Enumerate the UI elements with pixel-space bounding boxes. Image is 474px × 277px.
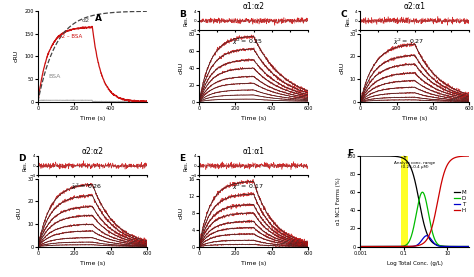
M xyxy=(442,245,448,248)
Text: $\bar{\chi}^2$ = 0.25: $\bar{\chi}^2$ = 0.25 xyxy=(232,37,263,47)
D xyxy=(401,244,407,248)
T xyxy=(466,245,472,248)
M xyxy=(445,245,450,248)
T xyxy=(445,245,450,248)
T xyxy=(443,245,448,248)
H xyxy=(405,245,411,248)
Line: D: D xyxy=(360,192,469,247)
Text: Analyte conc. range
(0.25-0.4 μM): Analyte conc. range (0.25-0.4 μM) xyxy=(394,156,435,169)
D xyxy=(357,245,363,248)
Text: $\bar{\chi}^2$ = 0.17: $\bar{\chi}^2$ = 0.17 xyxy=(232,181,264,192)
M xyxy=(405,161,411,165)
D xyxy=(405,241,411,245)
Y-axis label: Res.: Res. xyxy=(23,161,28,171)
Line: M: M xyxy=(360,156,469,247)
Y-axis label: cRU: cRU xyxy=(178,62,183,74)
X-axis label: Time (s): Time (s) xyxy=(402,116,428,121)
Line: T: T xyxy=(360,236,469,247)
Line: H: H xyxy=(360,156,469,247)
H xyxy=(442,168,448,171)
X-axis label: Time (s): Time (s) xyxy=(241,116,266,121)
Text: α2: α2 xyxy=(82,18,90,23)
D xyxy=(466,245,472,248)
Y-axis label: α1 NC1 Forms (%): α1 NC1 Forms (%) xyxy=(336,177,341,225)
X-axis label: Time (s): Time (s) xyxy=(80,116,105,121)
T xyxy=(369,245,374,248)
Text: F: F xyxy=(347,149,354,158)
Legend: M, D, T, H: M, D, T, H xyxy=(454,190,466,212)
T xyxy=(432,243,438,246)
H xyxy=(369,245,374,248)
D xyxy=(432,239,438,242)
M xyxy=(432,243,438,246)
Title: α2:α1: α2:α1 xyxy=(404,2,426,11)
M xyxy=(369,154,374,158)
Text: E: E xyxy=(180,154,186,163)
H xyxy=(432,212,438,216)
T xyxy=(405,245,411,248)
D xyxy=(445,245,450,248)
Text: B: B xyxy=(180,9,186,19)
H xyxy=(445,163,450,167)
H xyxy=(401,245,407,248)
D xyxy=(419,191,425,194)
D xyxy=(443,245,448,248)
X-axis label: Time (s): Time (s) xyxy=(80,261,105,266)
Text: α2 – BSA: α2 – BSA xyxy=(57,34,82,39)
M xyxy=(466,245,472,248)
T xyxy=(424,234,429,237)
H xyxy=(357,245,363,248)
Y-axis label: cRU: cRU xyxy=(339,62,345,74)
Text: $\bar{\chi}^2$ = 0.26: $\bar{\chi}^2$ = 0.26 xyxy=(71,181,102,192)
Y-axis label: Res.: Res. xyxy=(345,16,350,26)
Title: α1:α2: α1:α2 xyxy=(243,2,264,11)
H xyxy=(466,154,472,158)
Y-axis label: cRU: cRU xyxy=(14,50,19,63)
X-axis label: Time (s): Time (s) xyxy=(241,261,266,266)
D xyxy=(369,245,374,248)
Text: D: D xyxy=(18,154,26,163)
M xyxy=(401,157,407,161)
X-axis label: Log Total Conc. (g/L): Log Total Conc. (g/L) xyxy=(387,261,443,266)
Y-axis label: Res.: Res. xyxy=(184,161,189,171)
T xyxy=(401,245,407,248)
Text: $\bar{\chi}^2$ = 0.27: $\bar{\chi}^2$ = 0.27 xyxy=(393,37,424,47)
Y-axis label: cRU: cRU xyxy=(17,207,22,219)
Title: α1:α1: α1:α1 xyxy=(243,147,264,156)
Bar xyxy=(401,156,408,247)
Y-axis label: cRU: cRU xyxy=(178,207,183,219)
Title: α2:α2: α2:α2 xyxy=(82,147,103,156)
Text: C: C xyxy=(341,9,347,19)
M xyxy=(357,154,363,158)
T xyxy=(357,245,363,248)
Text: A: A xyxy=(94,14,101,23)
Y-axis label: Res.: Res. xyxy=(184,16,189,26)
Text: BSA: BSA xyxy=(49,74,61,79)
